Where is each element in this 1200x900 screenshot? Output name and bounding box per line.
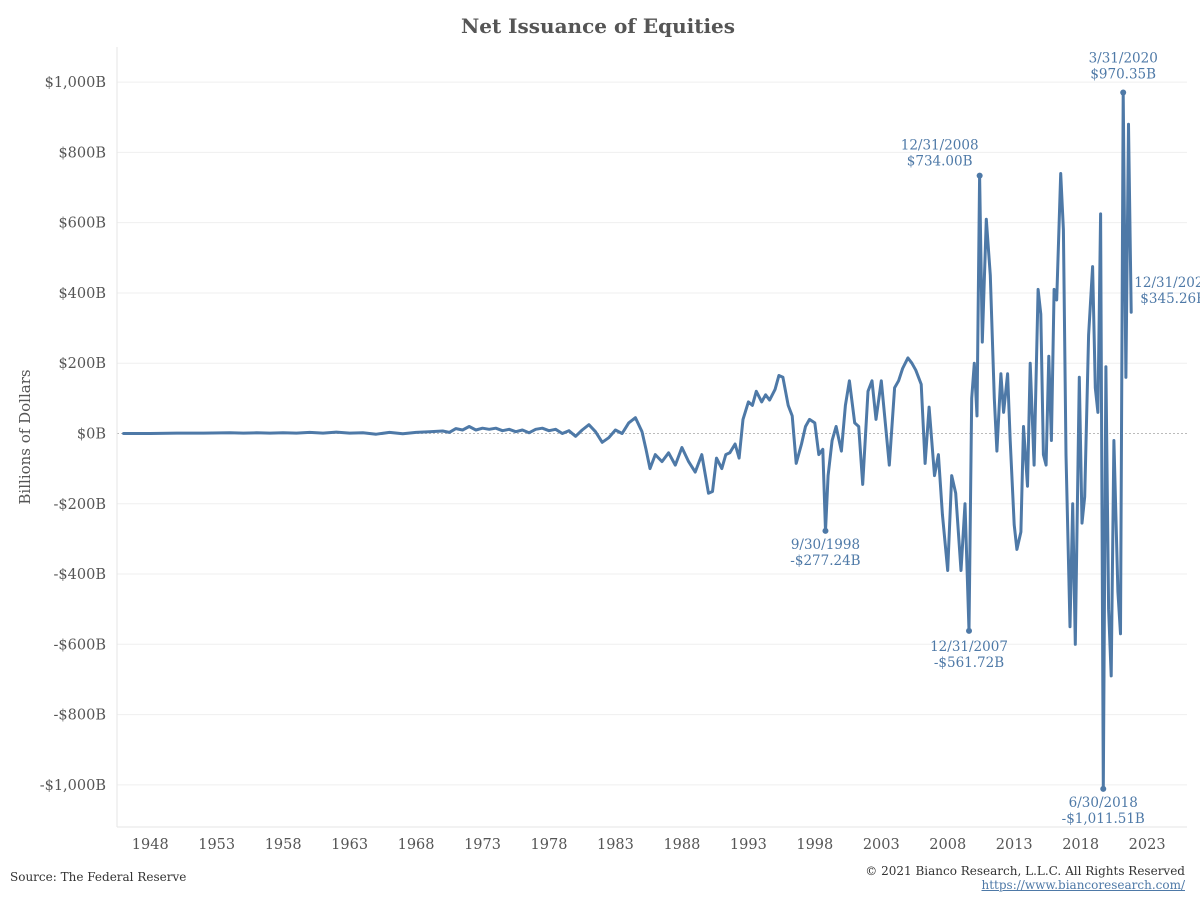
series-line — [122, 91, 1133, 791]
x-tick-label: 1978 — [531, 837, 568, 853]
x-tick-label: 2003 — [863, 837, 900, 853]
x-tick-label: 1948 — [132, 837, 169, 853]
x-tick-label: 2023 — [1129, 837, 1166, 853]
x-tick-label: 1998 — [796, 837, 833, 853]
x-tick-label: 1993 — [730, 837, 767, 853]
annotation-dot — [976, 172, 983, 179]
annotation-value: $734.00B — [907, 154, 973, 170]
x-tick-label: 1983 — [597, 837, 634, 853]
copyright-note: © 2021 Bianco Research, L.L.C. All Right… — [865, 864, 1185, 892]
x-tick-label: 1963 — [331, 837, 368, 853]
annotation-value: -$1,011.51B — [1062, 811, 1145, 827]
x-tick-label: 1953 — [198, 837, 235, 853]
x-tick-label: 2018 — [1062, 837, 1099, 853]
annotations: 12/31/2008$734.00B 3/31/2020$970.35B 12/31… — [790, 51, 1200, 827]
y-tick-label: $200B — [58, 356, 106, 372]
annotation-value: -$277.24B — [790, 553, 860, 569]
y-axis-label: Billions of Dollars — [16, 369, 34, 504]
annotation-dot — [1120, 89, 1127, 96]
annotation-dot — [1100, 785, 1107, 792]
annotation-value: $345.26B — [1140, 291, 1200, 307]
annotation-date: 12/31/2008 — [901, 138, 979, 154]
annotation-dot — [966, 627, 973, 634]
x-tick-label: 1988 — [663, 837, 700, 853]
y-tick-label: -$400B — [54, 567, 106, 583]
website-link[interactable]: https://www.biancoresearch.com/ — [981, 878, 1185, 892]
y-tick-label: -$1,000B — [40, 778, 106, 794]
y-tick-label: $800B — [58, 145, 106, 161]
annotation-date: 9/30/1998 — [791, 537, 860, 553]
y-tick-label: $400B — [58, 286, 106, 302]
y-tick-label: $600B — [58, 216, 106, 232]
x-tick-label: 1958 — [265, 837, 302, 853]
annotation-dot — [822, 527, 829, 534]
y-tick-label: $1,000B — [45, 75, 106, 91]
chart-title: Net Issuance of Equities — [461, 14, 735, 38]
y-tick-label: -$600B — [54, 637, 106, 653]
annotation-date: 12/31/2020 — [1134, 275, 1200, 291]
y-tick-label: -$800B — [54, 708, 106, 724]
x-tick-label: 2013 — [996, 837, 1033, 853]
annotation-date: 6/30/2018 — [1069, 795, 1138, 811]
x-tick-label: 1973 — [464, 837, 501, 853]
x-tick-label: 2008 — [929, 837, 966, 853]
y-tick-labels: -$1,000B -$800B -$600B -$400B -$200B $0B $200B… — [40, 75, 106, 794]
y-tick-label: -$200B — [54, 497, 106, 513]
x-tick-label: 1968 — [398, 837, 435, 853]
annotation-value: -$561.72B — [934, 655, 1004, 671]
x-tick-labels: 1948 1953 1958 1963 1968 1973 1978 1983 1988 1993… — [132, 837, 1166, 853]
copyright-text: © 2021 Bianco Research, L.L.C. All Right… — [865, 864, 1185, 878]
annotation-value: $970.35B — [1090, 67, 1156, 83]
annotation-date: 3/31/2020 — [1089, 51, 1158, 67]
y-tick-label: $0B — [77, 426, 106, 442]
source-note: Source: The Federal Reserve — [10, 870, 187, 884]
grid — [117, 81, 1187, 786]
annotation-date: 12/31/2007 — [930, 639, 1008, 655]
